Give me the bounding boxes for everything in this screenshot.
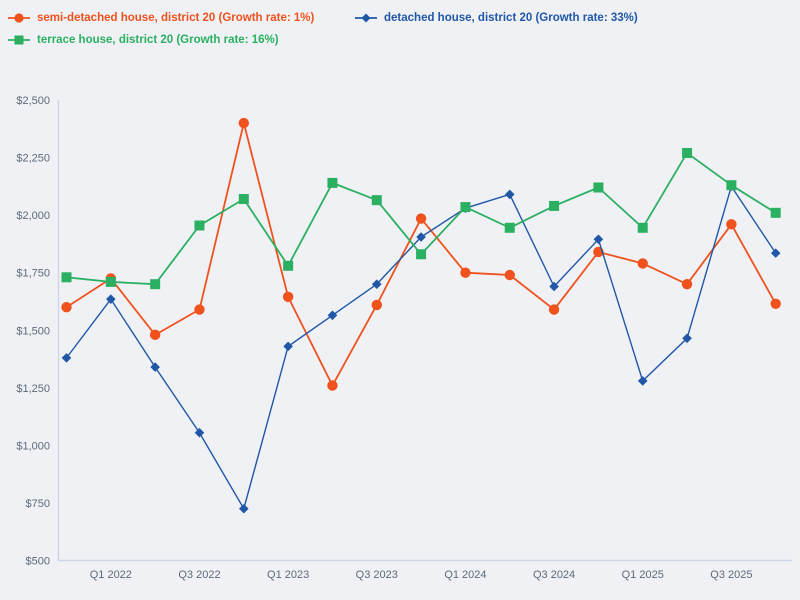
x-axis-tick-label: Q3 2023	[356, 569, 398, 581]
axis-lines	[57, 100, 792, 562]
data-point-square	[371, 195, 382, 206]
data-point-circle	[238, 117, 249, 129]
data-point-diamond	[239, 503, 249, 514]
data-point-square	[460, 202, 471, 213]
data-point-circle	[327, 380, 338, 391]
data-point-diamond	[283, 341, 293, 352]
data-point-square	[726, 180, 737, 191]
data-point-diamond	[371, 279, 382, 289]
x-axis-tick-label: Q3 2025	[710, 569, 752, 581]
legend-item-circle[interactable]: semi-detached house, district 20 (Growth…	[8, 8, 355, 27]
data-point-square	[327, 177, 338, 188]
data-point-circle	[371, 299, 382, 311]
data-point-circle	[770, 298, 781, 309]
data-point-circle	[460, 267, 471, 278]
y-axis-tick-label: $500	[26, 556, 50, 568]
y-axis-tick-label: $1,250	[16, 383, 50, 395]
x-axis-tick-label: Q1 2022	[90, 569, 132, 581]
x-axis-tick-label: Q3 2022	[178, 569, 220, 581]
legend-label: semi-detached house, district 20 (Growth…	[37, 11, 315, 24]
data-point-square	[504, 222, 515, 233]
data-point-diamond	[150, 362, 160, 372]
legend-marker-circle-icon	[8, 12, 30, 23]
data-point-square	[238, 194, 249, 205]
data-point-circle	[149, 329, 161, 341]
data-point-square	[416, 249, 427, 260]
data-point-diamond	[416, 232, 426, 242]
data-point-diamond	[549, 281, 559, 292]
data-point-diamond	[770, 248, 781, 258]
series-square	[61, 147, 781, 290]
y-axis-tick-label: $2,500	[16, 95, 50, 107]
data-point-square	[61, 272, 72, 283]
series-diamond	[61, 181, 781, 514]
data-point-diamond	[106, 294, 116, 304]
data-point-square	[150, 279, 161, 290]
data-point-square	[770, 207, 781, 218]
data-point-square	[283, 260, 294, 271]
legend-label: terrace house, district 20 (Growth rate:…	[37, 33, 279, 46]
legend-label: detached house, district 20 (Growth rate…	[384, 11, 638, 24]
data-point-circle	[61, 302, 72, 313]
data-point-circle	[726, 219, 737, 230]
series-circle	[61, 117, 781, 391]
data-point-diamond	[327, 310, 338, 321]
legend-item-diamond[interactable]: detached house, district 20 (Growth rate…	[355, 8, 638, 27]
legend: semi-detached house, district 20 (Growth…	[8, 8, 638, 49]
data-point-circle	[681, 279, 693, 290]
y-axis-tick-label: $1,500	[16, 325, 50, 337]
x-axis-tick-label: Q3 2024	[533, 569, 575, 581]
y-axis-tick-label: $2,250	[16, 153, 50, 165]
data-point-diamond	[682, 333, 692, 344]
data-point-circle	[282, 291, 294, 303]
data-point-square	[194, 220, 205, 231]
data-point-square	[549, 200, 560, 211]
data-point-square	[637, 222, 648, 233]
x-axis-tick-label: Q1 2024	[444, 569, 486, 581]
legend-marker-square-icon	[8, 35, 30, 44]
y-axis-tick-label: $2,000	[16, 210, 50, 222]
data-point-square	[682, 147, 693, 158]
legend-marker-diamond-icon	[355, 13, 377, 22]
x-axis-tick-label: Q1 2023	[267, 569, 309, 581]
y-axis-tick-label: $1,750	[16, 268, 50, 280]
data-point-circle	[415, 213, 427, 224]
data-point-diamond	[637, 376, 648, 386]
data-point-circle	[504, 269, 515, 281]
data-point-square	[105, 276, 116, 287]
data-point-diamond	[61, 353, 72, 363]
data-point-square	[593, 182, 604, 193]
y-axis-tick-label: $1,000	[16, 440, 50, 452]
y-axis-tick-label: $750	[26, 498, 50, 510]
data-point-circle	[548, 304, 560, 315]
data-point-circle	[194, 304, 205, 315]
data-point-circle	[637, 258, 648, 269]
data-point-diamond	[593, 234, 604, 245]
data-point-diamond	[504, 189, 515, 200]
data-point-diamond	[194, 427, 205, 438]
legend-item-square[interactable]: terrace house, district 20 (Growth rate:…	[8, 30, 355, 49]
x-axis-tick-label: Q1 2025	[622, 569, 664, 581]
